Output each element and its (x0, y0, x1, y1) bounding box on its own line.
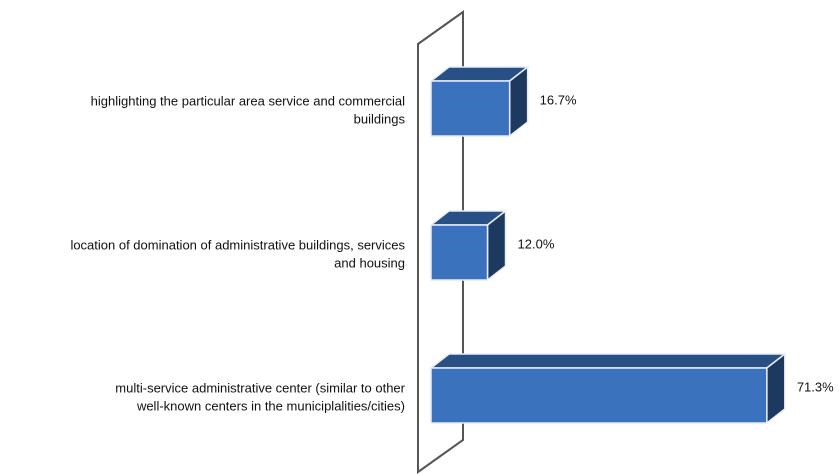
value-label: 16.7% (540, 92, 577, 107)
bar (428, 352, 788, 425)
bar-front (430, 367, 768, 424)
category-label: buildings (354, 111, 406, 126)
value-label: 12.0% (518, 236, 555, 251)
bar-front (430, 80, 511, 137)
bar (428, 209, 508, 282)
bar (428, 65, 530, 138)
side-wall (417, 10, 464, 474)
category-label: highlighting the particular area service… (91, 93, 405, 108)
category-label: location of domination of administrative… (70, 237, 405, 252)
category-label: multi-service administrative center (sim… (115, 380, 405, 395)
category-label: and housing (334, 255, 405, 270)
value-label: 71.3% (797, 379, 834, 394)
category-label: well-known centers in the municiplalitie… (136, 398, 405, 413)
bar-top (428, 353, 788, 369)
bar-front (430, 224, 489, 281)
